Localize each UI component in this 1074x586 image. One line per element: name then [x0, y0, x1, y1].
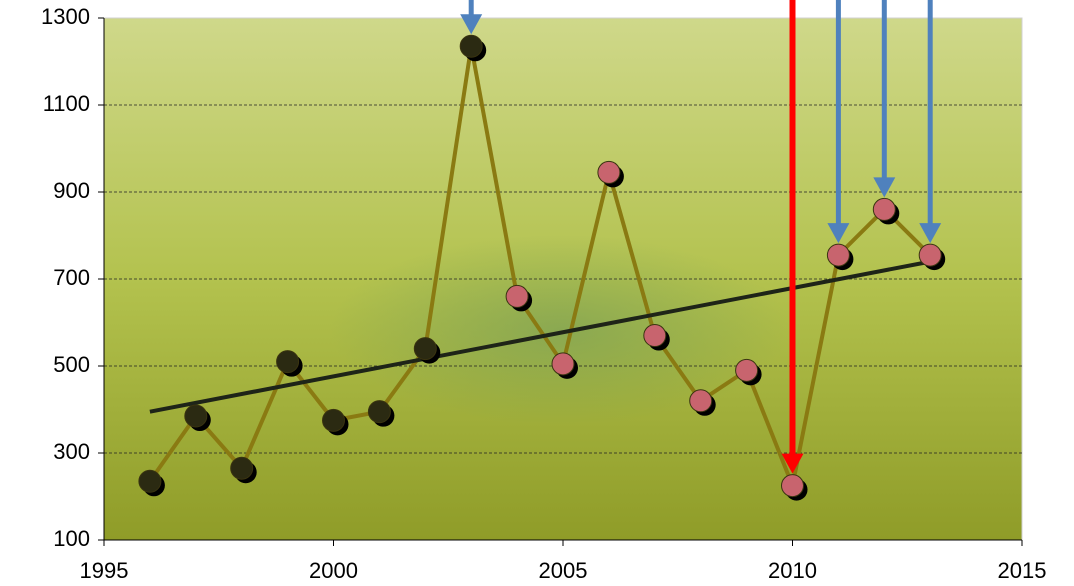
x-tick-label: 1995 — [80, 558, 129, 583]
marker — [597, 160, 621, 184]
x-tick-label: 2010 — [768, 558, 817, 583]
y-tick-label: 900 — [53, 178, 90, 203]
marker — [413, 337, 437, 361]
y-tick-label: 100 — [53, 526, 90, 551]
trendline — [149, 259, 931, 414]
arrow-head — [919, 223, 942, 244]
y-tick-label: 1100 — [43, 91, 90, 116]
marker — [505, 284, 529, 308]
arrow-head — [460, 14, 483, 35]
marker — [918, 243, 942, 267]
marker — [872, 197, 896, 221]
arrow-head — [873, 177, 896, 198]
y-tick-label: 1300 — [41, 4, 90, 29]
marker — [367, 400, 391, 424]
arrow-head — [827, 223, 850, 244]
marker — [322, 408, 345, 432]
marker — [184, 404, 208, 428]
marker — [459, 34, 483, 58]
marker — [276, 350, 300, 374]
background-image — [330, 235, 790, 425]
y-tick-label: 500 — [53, 352, 90, 377]
marker — [735, 358, 759, 382]
marker — [230, 456, 254, 480]
x-tick-label: 2005 — [539, 558, 588, 583]
marker — [781, 474, 804, 498]
arrow-head — [781, 453, 804, 474]
y-tick-label: 700 — [53, 265, 90, 290]
marker — [643, 324, 667, 348]
marker — [138, 469, 162, 493]
y-tick-label: 300 — [53, 439, 90, 464]
data-line — [148, 45, 932, 493]
marker — [826, 243, 850, 267]
x-tick-label: 2000 — [309, 558, 358, 583]
marker — [551, 352, 575, 376]
marker — [689, 389, 713, 413]
x-tick-label: 2015 — [998, 558, 1047, 583]
